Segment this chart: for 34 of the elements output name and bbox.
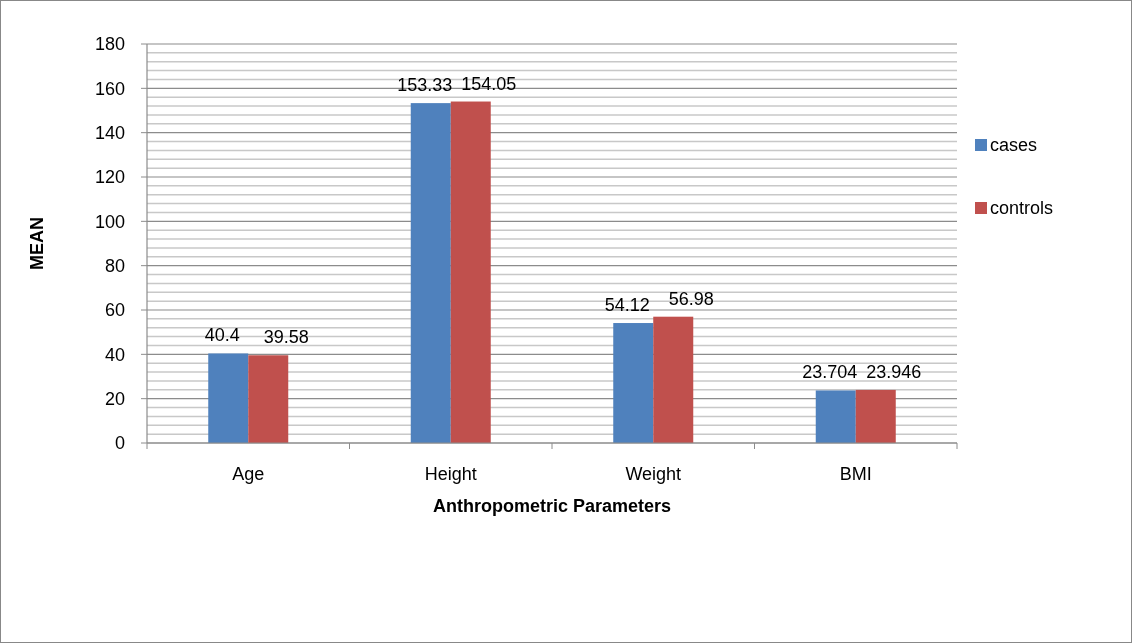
y-tick-label: 60 xyxy=(104,300,125,321)
y-tick-label: 20 xyxy=(104,388,125,409)
data-label: 54.12 xyxy=(604,295,650,316)
data-label: 39.58 xyxy=(263,327,309,348)
y-tick-label: 180 xyxy=(94,34,125,55)
bar xyxy=(815,390,856,443)
data-label: 56.98 xyxy=(668,288,714,309)
y-tick-label: 40 xyxy=(104,344,125,365)
bar xyxy=(208,353,249,443)
y-tick-label: 100 xyxy=(94,211,125,232)
y-tick-label: 120 xyxy=(94,167,125,188)
bar xyxy=(653,316,694,443)
legend-label: controls xyxy=(990,198,1054,219)
x-axis-title: Anthropometric Parameters xyxy=(432,496,672,516)
x-tick-label: BMI xyxy=(839,464,872,484)
bar xyxy=(613,323,654,443)
y-axis-title: MEAN xyxy=(27,217,47,270)
y-tick-label: 160 xyxy=(94,78,125,99)
bar xyxy=(410,103,451,443)
x-tick-label: Age xyxy=(232,464,265,484)
y-tick-label: 0 xyxy=(114,433,125,454)
y-tick-label: 140 xyxy=(94,122,125,143)
data-label: 23.946 xyxy=(866,361,922,382)
bar xyxy=(450,101,491,443)
bar xyxy=(855,389,896,443)
data-label: 23.704 xyxy=(802,362,858,383)
bar xyxy=(248,355,289,443)
y-tick-label: 80 xyxy=(104,255,125,276)
data-label: 40.4 xyxy=(204,325,240,346)
x-tick-label: Height xyxy=(424,464,477,484)
data-label: 154.05 xyxy=(461,73,517,94)
legend-label: cases xyxy=(990,135,1038,156)
data-label: 153.33 xyxy=(397,75,453,96)
x-tick-label: Weight xyxy=(625,464,682,484)
